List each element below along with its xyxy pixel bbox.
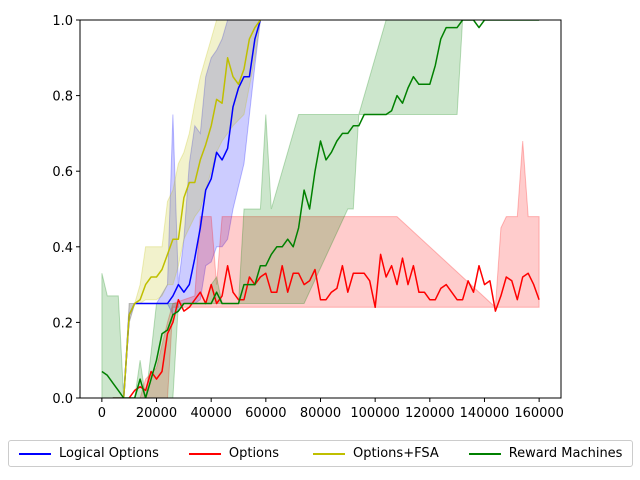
x-tick-label-5: 100000 bbox=[350, 406, 400, 421]
legend-item-0: Logical Options bbox=[11, 446, 159, 461]
x-tick-label-4: 80000 bbox=[300, 406, 341, 421]
x-tick-label-8: 160000 bbox=[514, 406, 564, 421]
legend-label-2: Options+FSA bbox=[353, 446, 439, 461]
legend-swatch-1 bbox=[188, 452, 221, 455]
legend-item-3: Reward Machines bbox=[461, 446, 623, 461]
legend-swatch-0 bbox=[19, 452, 51, 455]
x-tick-label-1: 20000 bbox=[136, 406, 177, 421]
legend-label-1: Options bbox=[228, 446, 280, 461]
y-tick-label-4: 0.8 bbox=[52, 90, 73, 105]
x-tick-label-0: 0 bbox=[98, 406, 106, 421]
y-tick-label-1: 0.2 bbox=[52, 316, 73, 331]
x-tick-label-6: 120000 bbox=[405, 406, 455, 421]
band-series-2 bbox=[112, 20, 261, 398]
legend: Logical Options Options Options+FSA Rewa… bbox=[8, 440, 633, 467]
x-tick-label-2: 40000 bbox=[191, 406, 232, 421]
y-tick-label-3: 0.6 bbox=[52, 165, 73, 180]
legend-label-3: Reward Machines bbox=[508, 446, 623, 461]
legend-label-0: Logical Options bbox=[59, 446, 159, 461]
legend-item-1: Options bbox=[181, 446, 279, 461]
line-series-3 bbox=[101, 20, 540, 398]
legend-swatch-3 bbox=[468, 452, 501, 455]
x-tick-label-7: 140000 bbox=[460, 406, 510, 421]
legend-item-2: Options+FSA bbox=[305, 446, 439, 461]
line-series-2 bbox=[112, 20, 262, 398]
y-tick-label-5: 1.0 bbox=[52, 14, 73, 29]
x-tick-label-3: 60000 bbox=[245, 406, 286, 421]
y-tick-label-2: 0.4 bbox=[52, 241, 73, 256]
line-series-1 bbox=[128, 253, 540, 398]
legend-swatch-2 bbox=[313, 452, 346, 455]
y-tick-label-0: 0.0 bbox=[52, 392, 73, 407]
